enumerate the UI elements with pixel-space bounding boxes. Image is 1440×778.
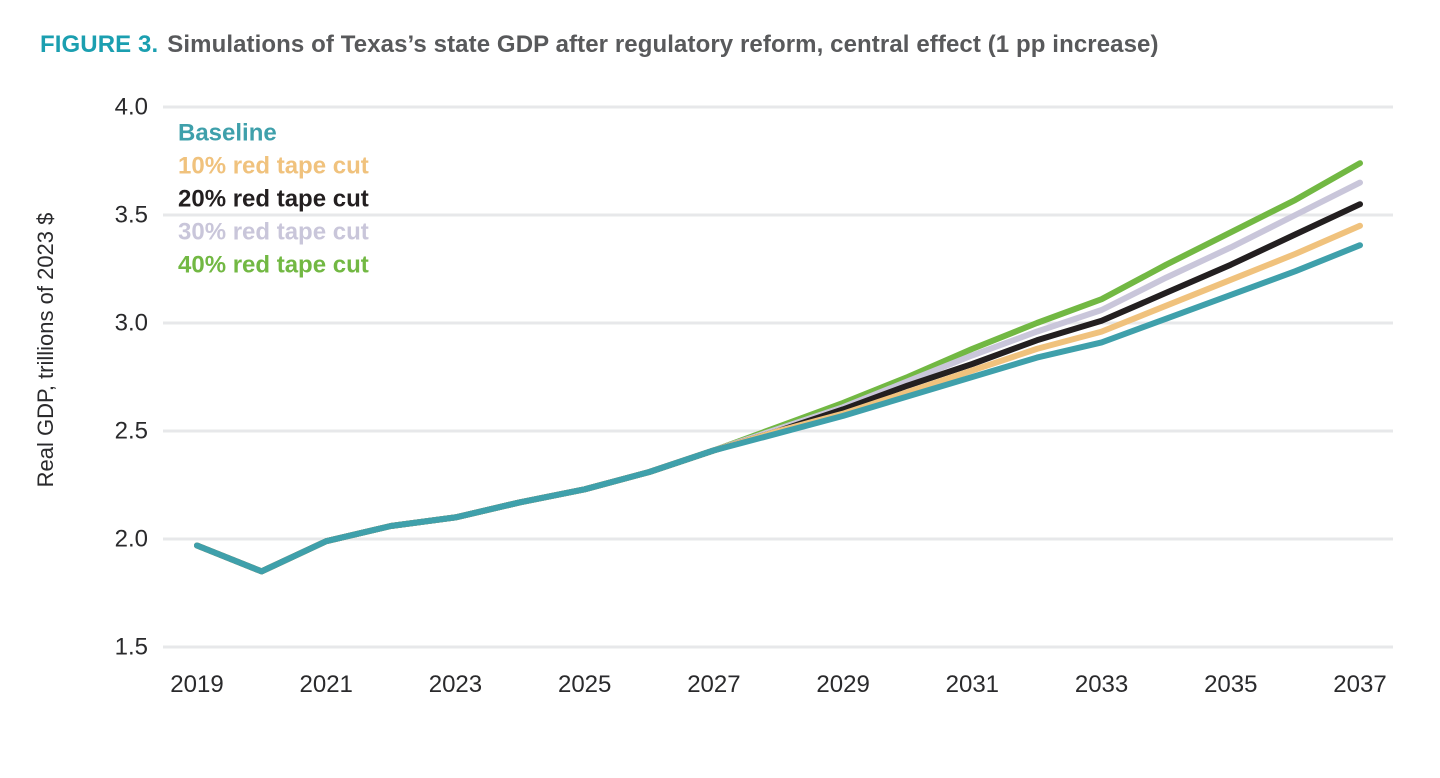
y-tick-label: 3.5 [115, 202, 148, 229]
series-line-10-red-tape-cut [194, 222, 1363, 575]
legend-item-baseline: Baseline [178, 120, 277, 147]
y-tick-label: 2.0 [115, 526, 148, 553]
series-line-40-red-tape-cut [194, 160, 1363, 575]
x-tick-label: 2033 [1075, 671, 1128, 698]
x-tick-label: 2029 [816, 671, 869, 698]
x-tick-label: 2021 [300, 671, 353, 698]
figure-title: FIGURE 3. Simulations of Texas’s state GD… [40, 31, 1420, 60]
legend-item-30-red-tape-cut: 30% red tape cut [178, 219, 369, 246]
y-tick-label: 4.0 [115, 94, 148, 121]
y-tick-label: 3.0 [115, 310, 148, 337]
series-line-20-red-tape-cut [194, 201, 1363, 575]
x-tick-label: 2037 [1333, 671, 1386, 698]
figure-label: FIGURE 3. [40, 31, 159, 58]
x-tick-label: 2023 [429, 671, 482, 698]
y-axis-title: Real GDP, trillions of 2023 $ [33, 213, 58, 488]
x-tick-label: 2025 [558, 671, 611, 698]
legend-item-40-red-tape-cut: 40% red tape cut [178, 252, 369, 279]
y-tick-label: 2.5 [115, 418, 148, 445]
figure-title-text: Simulations of Texas’s state GDP after r… [167, 31, 1159, 58]
x-tick-label: 2019 [170, 671, 223, 698]
series-line-baseline [194, 242, 1363, 575]
x-tick-label: 2031 [946, 671, 999, 698]
x-tick-label: 2035 [1204, 671, 1257, 698]
legend-item-10-red-tape-cut: 10% red tape cut [178, 153, 369, 180]
y-tick-label: 1.5 [115, 634, 148, 661]
series-line-30-red-tape-cut [194, 179, 1363, 575]
x-tick-label: 2027 [687, 671, 740, 698]
legend-item-20-red-tape-cut: 20% red tape cut [178, 186, 369, 213]
